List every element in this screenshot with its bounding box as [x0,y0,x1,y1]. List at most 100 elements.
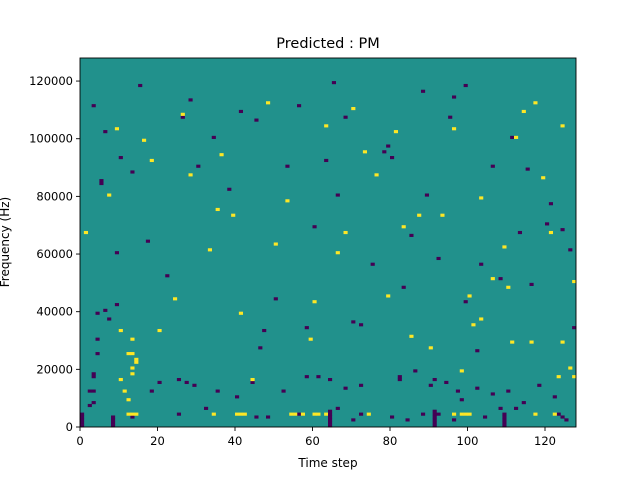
plot-frame [79,57,577,428]
heatmap-cell-low [258,346,263,350]
heatmap-cell-high [479,196,484,200]
y-axis-label: Frequency (Hz) [0,197,12,288]
heatmap-cell-low [99,181,104,186]
heatmap-cell-low [297,104,302,108]
heatmap-cell-high [351,107,356,111]
x-axis: 0 20 40 60 80 100 120 [76,427,556,448]
heatmap-cell-high [324,124,329,128]
heatmap-cell-low [359,383,364,387]
heatmap-cell-low [130,415,135,419]
y-tick-label: 80000 [36,189,73,203]
heatmap-cell-high [134,357,139,361]
heatmap-cell-low [188,98,193,102]
heatmap-cell-high [308,337,313,341]
heatmap-cell-low [266,415,271,419]
heatmap-cell-high [130,352,135,356]
heatmap-cell-low [262,328,267,333]
heatmap-cell-low [192,383,197,387]
heatmap-cell-low [521,401,526,405]
heatmap-cell-high [459,369,464,373]
heatmap-cell-low [548,202,554,206]
heatmap-cell-low [80,418,85,422]
y-axis: 0 20000 40000 60000 80000 100000 120000 [29,74,80,434]
heatmap-cell-high [362,150,368,154]
heatmap-cell-low [316,375,321,379]
heatmap-cell-high [529,340,534,344]
heatmap-cell-high [149,158,154,163]
heatmap-cell-high [343,230,348,235]
heatmap-cell-low [176,377,182,382]
heatmap-cell-high [533,101,538,105]
heatmap-cell-low [401,285,406,289]
heatmap-cell-high [467,294,472,298]
heatmap-cell-low [335,406,340,410]
heatmap-cell-low [184,380,189,385]
heatmap-cell-high [548,230,554,235]
heatmap-cell-low [432,409,437,413]
heatmap-cell-low [479,262,484,266]
heatmap-cell-low [111,424,116,428]
heatmap-cell-low [436,256,441,261]
heatmap-cell-low [483,415,488,419]
heatmap-cell-high [126,352,131,356]
x-tick-label: 40 [228,434,243,448]
heatmap-cell-low [87,389,92,393]
heatmap-cell-high [312,412,317,416]
heatmap-cell-high [560,340,565,344]
heatmap-cell-high [471,323,476,327]
y-tick-label: 0 [66,420,73,434]
heatmap-cell-low [91,372,96,376]
heatmap-cell-low [428,383,433,387]
y-tick-label: 100000 [29,132,73,146]
heatmap-cell-low [138,83,143,88]
heatmap-cell-low [490,164,495,168]
heatmap-cell-low [444,380,449,385]
heatmap-cell-low [490,392,495,396]
heatmap-cell-low [502,418,507,422]
heatmap-cell-low [111,418,116,422]
heatmap-cell-high [130,372,135,376]
heatmap-cell-low [552,395,557,399]
heatmap-cell-high [401,225,406,229]
heatmap-cell-high [293,412,298,416]
heatmap-cell-low [502,424,507,428]
heatmap-cell-high [521,109,526,114]
heatmap-cell-low [149,389,154,393]
heatmap-cell-low [343,115,348,119]
heatmap-cell-low [413,369,418,373]
heatmap-cell-high [440,213,445,217]
heatmap-cell-low [459,398,464,402]
x-tick-label: 60 [305,434,320,448]
heatmap-cell-high [130,412,135,416]
heatmap-cell-low [397,375,402,379]
heatmap-cell-high [289,412,294,416]
heatmap-cell-high [215,207,220,212]
heatmap-cell-low [95,311,100,315]
heatmap-cell-low [386,144,391,148]
heatmap-cell-low [180,115,185,119]
y-tick-label: 60000 [36,247,73,261]
heatmap-cell-high [238,311,244,315]
heatmap-cell-low [432,418,437,422]
heatmap-cell-low [285,164,290,168]
heatmap-cell-low [463,83,468,88]
heatmap-cell-low [421,89,426,93]
heatmap-cell-low [87,403,92,408]
heatmap-cell-low [475,349,480,353]
heatmap-cell-high [114,127,120,131]
heatmap-cell-low [432,415,437,419]
heatmap-cell-high [552,412,557,416]
heatmap-cell-high [417,213,422,217]
heatmap-cell-low [165,274,170,278]
heatmap-cell-high [126,412,131,416]
heatmap-cell-high [273,242,278,246]
x-tick-label: 100 [457,434,479,448]
heatmap-cell-low [80,412,85,416]
heatmap-cell-low [436,412,441,416]
heatmap-cell-low [331,81,337,85]
heatmap-cell-high [479,317,484,321]
heatmap-cell-high [568,366,573,370]
heatmap-cell-low [95,337,100,341]
heatmap-cell-high [157,328,162,333]
heatmap-cell-low [359,323,364,327]
